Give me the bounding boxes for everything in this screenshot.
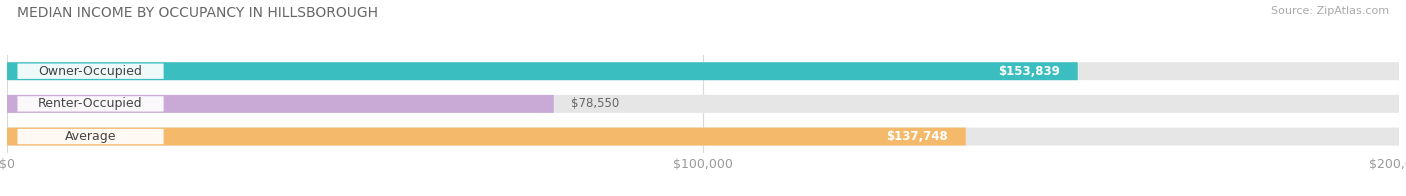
FancyBboxPatch shape [7, 128, 1399, 145]
Text: Source: ZipAtlas.com: Source: ZipAtlas.com [1271, 6, 1389, 16]
FancyBboxPatch shape [7, 62, 1078, 80]
FancyBboxPatch shape [7, 95, 554, 113]
FancyBboxPatch shape [17, 96, 163, 112]
FancyBboxPatch shape [17, 129, 163, 144]
FancyBboxPatch shape [7, 62, 1399, 80]
Text: Owner-Occupied: Owner-Occupied [38, 65, 142, 78]
Text: Average: Average [65, 130, 117, 143]
Text: Renter-Occupied: Renter-Occupied [38, 97, 143, 110]
FancyBboxPatch shape [7, 95, 1399, 113]
Text: $137,748: $137,748 [887, 130, 948, 143]
FancyBboxPatch shape [7, 128, 966, 145]
Text: $153,839: $153,839 [998, 65, 1060, 78]
Text: $78,550: $78,550 [571, 97, 620, 110]
Text: MEDIAN INCOME BY OCCUPANCY IN HILLSBOROUGH: MEDIAN INCOME BY OCCUPANCY IN HILLSBOROU… [17, 6, 378, 20]
FancyBboxPatch shape [17, 64, 163, 79]
